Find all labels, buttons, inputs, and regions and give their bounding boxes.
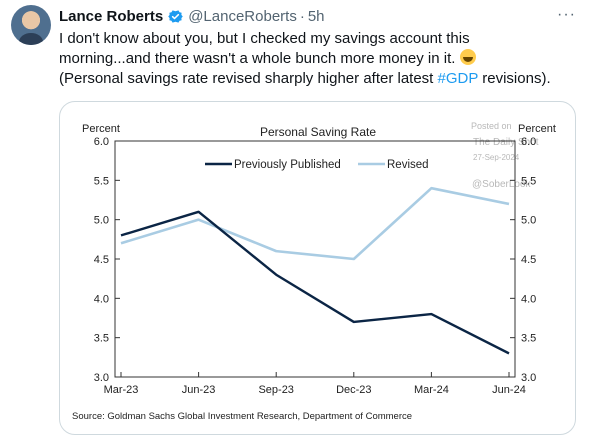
author-name[interactable]: Lance Roberts: [59, 7, 164, 25]
y-axis-label-right: Percent: [518, 123, 556, 135]
author-handle[interactable]: @LanceRoberts: [188, 7, 297, 25]
chart-legend: Previously Published Revised: [205, 159, 429, 171]
tweet-text-line-2-text: morning...and there wasn't a whole bunch…: [59, 50, 456, 67]
x-tick-label: Dec-23: [336, 384, 371, 396]
tweet-header: Lance Roberts @LanceRoberts · 5h ···: [59, 6, 576, 26]
x-tick-label: Sep-23: [258, 384, 293, 396]
y-tick-label-left: 4.0: [94, 293, 109, 305]
tweet-text: I don't know about you, but I checked my…: [59, 29, 579, 89]
watermark-line-1: Posted on: [471, 121, 512, 131]
y-tick-label-right: 6.0: [521, 136, 536, 148]
y-tick-label-right: 4.5: [521, 254, 536, 266]
watermark-line-2: The Daily Shot: [473, 137, 539, 148]
y-tick-label-left: 3.5: [94, 333, 109, 345]
y-tick-label-left: 3.0: [94, 372, 109, 384]
legend-label: Previously Published: [234, 159, 341, 171]
y-tick-label-right: 5.0: [521, 215, 536, 227]
x-tick-label: Jun-24: [492, 384, 526, 396]
chart-image[interactable]: Percent Percent Personal Saving Rate Pos…: [59, 101, 576, 435]
chart-title: Personal Saving Rate: [260, 125, 376, 139]
y-axis-label-left: Percent: [82, 123, 120, 135]
verified-badge-icon[interactable]: [167, 8, 184, 25]
tweet-text-line-1: I don't know about you, but I checked my…: [59, 30, 470, 47]
y-tick-label-left: 5.0: [94, 215, 109, 227]
author-avatar[interactable]: [11, 5, 51, 45]
separator-dot: ·: [299, 7, 305, 25]
y-tick-label-left: 4.5: [94, 254, 109, 266]
more-options-icon[interactable]: ···: [557, 6, 576, 23]
hashtag-link[interactable]: #GDP: [437, 70, 479, 87]
y-tick-label-left: 6.0: [94, 136, 109, 148]
x-tick-label: Jun-23: [182, 384, 216, 396]
chart-svg: Percent Percent Personal Saving Rate Pos…: [72, 121, 556, 422]
y-tick-label-left: 5.5: [94, 175, 109, 187]
x-tick-label: Mar-24: [414, 384, 449, 396]
y-tick-label-right: 3.0: [521, 372, 536, 384]
tweet-text-line-2: morning...and there wasn't a whole bunch…: [59, 49, 579, 69]
y-tick-label-right: 5.5: [521, 175, 536, 187]
tweet-timestamp[interactable]: 5h: [307, 7, 325, 25]
tweet-text-line-3-before: (Personal savings rate revised sharply h…: [59, 70, 438, 87]
y-tick-label-right: 4.0: [521, 293, 536, 305]
watermark-line-3: 27-Sep-2024: [473, 153, 520, 162]
y-tick-label-right: 3.5: [521, 333, 536, 345]
series-line-revised: [120, 186, 510, 261]
rolling-on-floor-laughing-emoji-icon: [459, 49, 476, 65]
chart-source: Source: Goldman Sachs Global Investment …: [72, 411, 412, 422]
tweet-text-line-3: (Personal savings rate revised sharply h…: [59, 69, 579, 89]
watermark-line-4: @SoberLook: [472, 179, 532, 190]
tweet-text-line-3-after: revisions).: [478, 70, 551, 87]
series-line-previously-published: [120, 210, 510, 355]
x-tick-label: Mar-23: [104, 384, 139, 396]
plot-frame: [114, 140, 516, 378]
legend-label: Revised: [387, 159, 429, 171]
